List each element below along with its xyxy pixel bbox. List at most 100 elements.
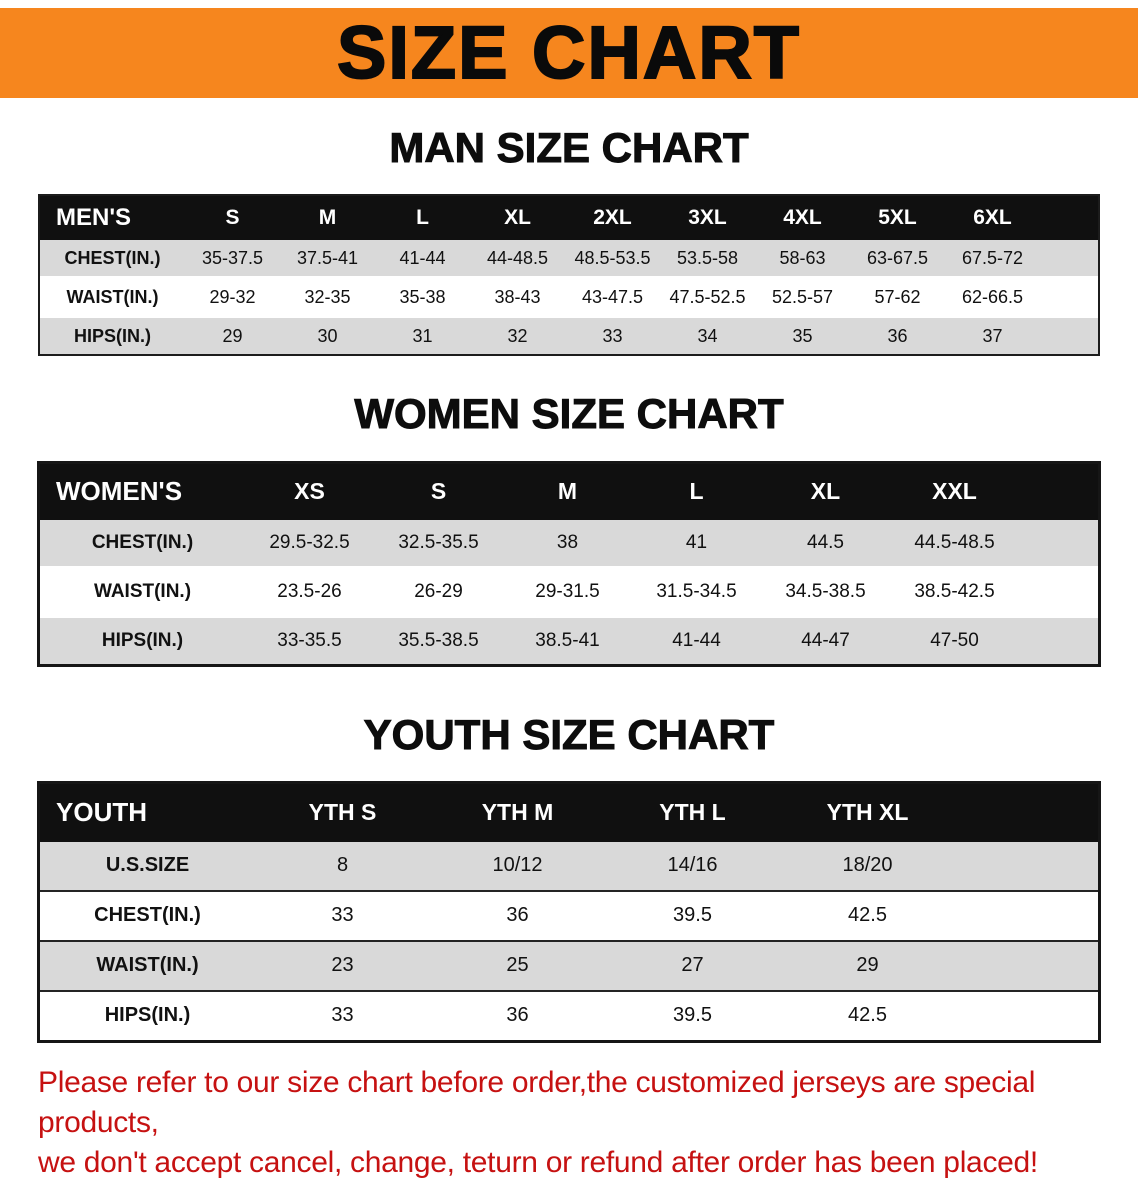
size-value-cell: 57-62 [850, 277, 945, 319]
filler-cell [1019, 519, 1098, 569]
size-value-cell: 47-50 [890, 616, 1019, 664]
size-value-cell: 29 [185, 316, 280, 355]
size-value-cell: 33-35.5 [245, 616, 374, 664]
women-size-table-frame: WOMEN'S XS S M L XL XXL CHEST(IN.) 29.5-32.5 32.5… [37, 460, 1101, 667]
size-value-cell: 35.5-38.5 [374, 616, 503, 664]
table-header-row: YOUTH YTH S YTH M YTH L YTH XL [40, 783, 1098, 842]
size-value-cell: 42.5 [780, 890, 955, 942]
filler-cell [1040, 240, 1098, 280]
size-value-cell: 41-44 [375, 240, 470, 280]
measurement-row: HIPS(IN.) 29 30 31 32 33 34 35 36 37 [40, 316, 1098, 355]
size-column-header: 4XL [755, 196, 850, 241]
size-value-cell: 33 [255, 990, 430, 1040]
row-label: HIPS(IN.) [40, 316, 185, 355]
filler-cell [1040, 316, 1098, 355]
size-column-header: XXL [890, 463, 1019, 520]
size-value-cell: 18/20 [780, 841, 955, 892]
size-value-cell: 35-37.5 [185, 240, 280, 280]
row-label: HIPS(IN.) [40, 616, 245, 664]
measurement-row: CHEST(IN.) 29.5-32.5 32.5-35.5 38 41 44.5 44.5… [40, 519, 1098, 569]
size-value-cell: 44-48.5 [470, 240, 565, 280]
size-value-cell: 44.5 [761, 519, 890, 569]
size-value-cell: 34 [660, 316, 755, 355]
filler-cell [955, 940, 1098, 992]
men-size-table-frame: MEN'S S M L XL 2XL 3XL 4XL 5XL 6XL CHEST(IN.) 35-37… [38, 194, 1100, 357]
men-size-table: MEN'S S M L XL 2XL 3XL 4XL 5XL 6XL CHEST(IN.) 35-37… [40, 196, 1098, 355]
filler-cell [1040, 196, 1098, 241]
size-value-cell: 41 [632, 519, 761, 569]
women-size-table: WOMEN'S XS S M L XL XXL CHEST(IN.) 29.5-32.5 32.5… [40, 463, 1098, 664]
size-value-cell: 29.5-32.5 [245, 519, 374, 569]
size-value-cell: 36 [850, 316, 945, 355]
measurement-row: CHEST(IN.) 35-37.5 37.5-41 41-44 44-48.5 48.5… [40, 240, 1098, 280]
size-column-header: S [374, 463, 503, 520]
filler-cell [1040, 277, 1098, 319]
measurement-row: HIPS(IN.) 33-35.5 35.5-38.5 38.5-41 41-44 44-… [40, 616, 1098, 664]
size-value-cell: 35 [755, 316, 850, 355]
size-value-cell: 38 [503, 519, 632, 569]
size-value-cell: 37 [945, 316, 1040, 355]
disclaimer-line-2: we don't accept cancel, change, teturn o… [38, 1145, 1038, 1179]
size-column-header: YTH L [605, 783, 780, 842]
measurement-row: WAIST(IN.) 23 25 27 29 [40, 940, 1098, 992]
filler-cell [955, 890, 1098, 942]
size-value-cell: 52.5-57 [755, 277, 850, 319]
size-column-header: 5XL [850, 196, 945, 241]
size-value-cell: 31 [375, 316, 470, 355]
table-header-row: WOMEN'S XS S M L XL XXL [40, 463, 1098, 520]
youth-size-table: YOUTH YTH S YTH M YTH L YTH XL U.S.SIZE 8 10/12… [40, 783, 1098, 1040]
size-value-cell: 36 [430, 890, 605, 942]
filler-cell [955, 990, 1098, 1040]
row-label: U.S.SIZE [40, 841, 255, 892]
size-value-cell: 37.5-41 [280, 240, 375, 280]
size-column-header: 2XL [565, 196, 660, 241]
size-column-header: XS [245, 463, 374, 520]
measurement-row: U.S.SIZE 8 10/12 14/16 18/20 [40, 841, 1098, 892]
size-value-cell: 23.5-26 [245, 567, 374, 618]
size-value-cell: 32 [470, 316, 565, 355]
size-column-header: M [503, 463, 632, 520]
youth-size-table-frame: YOUTH YTH S YTH M YTH L YTH XL U.S.SIZE 8 10/12… [37, 780, 1101, 1043]
size-column-header: M [280, 196, 375, 241]
size-value-cell: 14/16 [605, 841, 780, 892]
size-value-cell: 31.5-34.5 [632, 567, 761, 618]
size-value-cell: 32-35 [280, 277, 375, 319]
row-label: HIPS(IN.) [40, 990, 255, 1040]
row-label: WAIST(IN.) [40, 567, 245, 618]
size-column-header: L [375, 196, 470, 241]
women-size-chart-section: WOMEN SIZE CHART WOMEN'S XS S M L XL XXL CHEST(… [0, 390, 1138, 667]
size-column-header: S [185, 196, 280, 241]
table-header-row: MEN'S S M L XL 2XL 3XL 4XL 5XL 6XL [40, 196, 1098, 241]
size-column-header: L [632, 463, 761, 520]
size-value-cell: 33 [565, 316, 660, 355]
size-value-cell: 27 [605, 940, 780, 992]
size-value-cell: 32.5-35.5 [374, 519, 503, 569]
size-column-header: 3XL [660, 196, 755, 241]
size-value-cell: 34.5-38.5 [761, 567, 890, 618]
size-value-cell: 53.5-58 [660, 240, 755, 280]
measurement-row: HIPS(IN.) 33 36 39.5 42.5 [40, 990, 1098, 1040]
disclaimer-line-1: Please refer to our size chart before or… [38, 1065, 1036, 1139]
row-label: CHEST(IN.) [40, 890, 255, 942]
size-value-cell: 38-43 [470, 277, 565, 319]
size-value-cell: 48.5-53.5 [565, 240, 660, 280]
size-value-cell: 8 [255, 841, 430, 892]
size-value-cell: 26-29 [374, 567, 503, 618]
size-value-cell: 63-67.5 [850, 240, 945, 280]
measurement-row: WAIST(IN.) 29-32 32-35 35-38 38-43 43-47.5 47.… [40, 277, 1098, 319]
size-value-cell: 36 [430, 990, 605, 1040]
size-chart-banner: SIZE CHART [0, 8, 1138, 98]
size-value-cell: 41-44 [632, 616, 761, 664]
page-title: SIZE CHART [336, 11, 801, 94]
size-value-cell: 39.5 [605, 990, 780, 1040]
size-value-cell: 62-66.5 [945, 277, 1040, 319]
size-value-cell: 43-47.5 [565, 277, 660, 319]
size-value-cell: 44.5-48.5 [890, 519, 1019, 569]
size-value-cell: 29 [780, 940, 955, 992]
size-value-cell: 33 [255, 890, 430, 942]
disclaimer-text: Please refer to our size chart before or… [38, 1063, 1100, 1183]
size-column-header: XL [470, 196, 565, 241]
table-title-cell: YOUTH [40, 783, 255, 842]
size-value-cell: 38.5-42.5 [890, 567, 1019, 618]
men-size-chart-section: MAN SIZE CHART MEN'S S M L XL 2XL 3XL 4XL 5XL 6XL… [0, 123, 1138, 357]
